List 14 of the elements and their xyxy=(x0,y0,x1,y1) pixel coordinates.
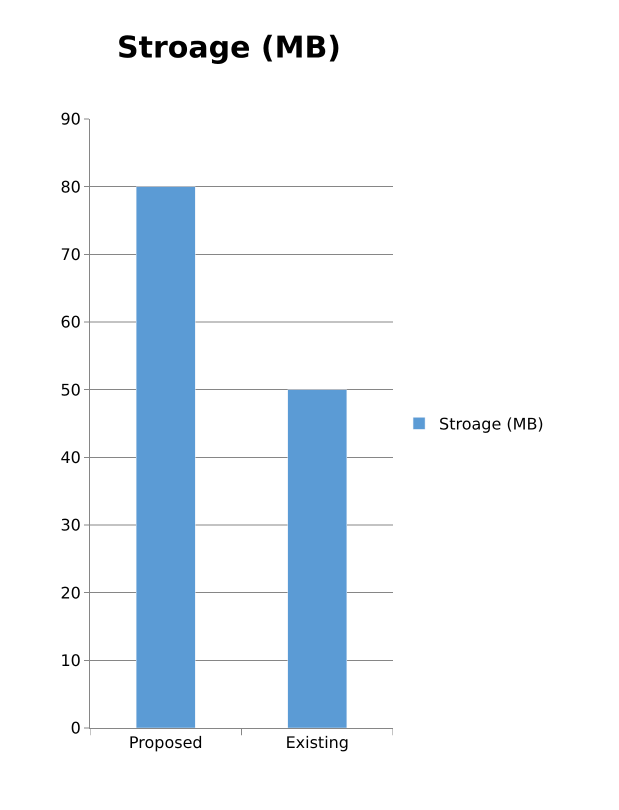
x-tick-label: Proposed xyxy=(128,733,203,752)
y-tick-label: 20 xyxy=(60,583,81,602)
y-tick-label: 80 xyxy=(60,177,81,196)
y-tick-label: 70 xyxy=(60,244,81,264)
y-tick-label: 40 xyxy=(60,448,81,467)
y-tick-label: 50 xyxy=(60,380,81,400)
x-tick-label: Existing xyxy=(286,733,349,752)
y-tick-label: 0 xyxy=(70,718,81,738)
y-tick-label: 60 xyxy=(60,312,81,332)
y-tick-label: 10 xyxy=(60,650,81,670)
y-tick-label: 90 xyxy=(60,110,81,129)
y-tick-label: 30 xyxy=(60,516,81,535)
chart-title: Stroage (MB) xyxy=(117,30,342,66)
legend-label: Stroage (MB) xyxy=(439,414,544,434)
